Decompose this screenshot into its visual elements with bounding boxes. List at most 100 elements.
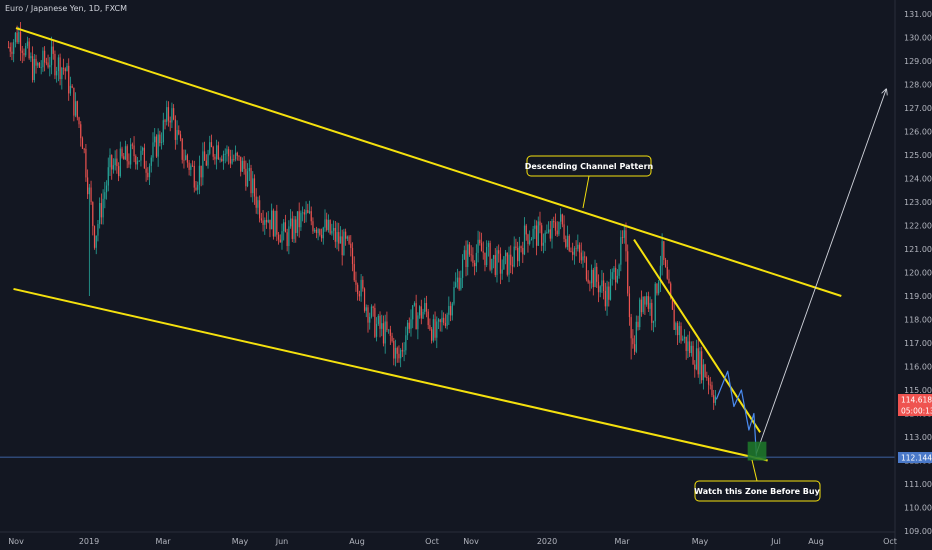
candle-body — [535, 225, 538, 246]
candle-body — [231, 159, 233, 164]
candle-body — [54, 53, 56, 76]
price-axis[interactable]: 109.000110.000111.000112.000113.000114.0… — [904, 10, 932, 536]
candle-body — [336, 232, 338, 242]
time-tick-label: Aug — [808, 537, 824, 546]
candle-body — [21, 50, 23, 53]
trendline[interactable] — [15, 27, 842, 297]
candle-body — [85, 149, 87, 178]
candle-body — [491, 258, 493, 270]
candle-body — [226, 149, 228, 154]
candle-body — [590, 269, 593, 284]
candle-body — [494, 255, 496, 275]
candle-body — [312, 221, 314, 232]
svg-text:05:00:13: 05:00:13 — [901, 407, 932, 416]
buy-zone[interactable] — [747, 441, 767, 461]
candle-body — [253, 178, 256, 197]
candle-body — [370, 306, 373, 317]
candle-body — [436, 321, 438, 338]
candle-body — [568, 235, 570, 251]
candle-body — [57, 57, 59, 72]
candle-body — [699, 351, 701, 375]
candle-body — [589, 282, 591, 284]
candle-body — [143, 147, 145, 169]
price-tick-label: 125.000 — [904, 151, 932, 160]
candle-body — [422, 311, 424, 319]
candle-body — [238, 155, 240, 157]
candle-body — [367, 307, 369, 323]
candle-body — [658, 281, 660, 294]
candle-body — [332, 227, 335, 231]
candle-body — [707, 378, 710, 385]
candle-body — [429, 325, 431, 330]
candle-body — [582, 256, 584, 261]
candle-body — [375, 323, 378, 337]
candle-body — [262, 220, 264, 225]
candle-body — [81, 138, 84, 149]
candle-body — [157, 134, 159, 157]
channel-callout[interactable]: Descending Channel Pattern — [525, 155, 654, 209]
candle-body — [293, 219, 295, 239]
candle-body — [525, 225, 527, 235]
candle-body — [52, 46, 54, 54]
candle-body — [654, 283, 656, 322]
candle-body — [504, 252, 507, 257]
candle-body — [18, 31, 20, 43]
candle-body — [537, 221, 539, 246]
candle-body — [668, 278, 670, 284]
candle-body — [391, 335, 393, 342]
candle-body — [517, 247, 519, 262]
candle-body — [59, 57, 61, 80]
candle-body — [463, 250, 465, 260]
target-arrow[interactable] — [755, 89, 886, 454]
candle-body — [647, 296, 649, 309]
candle-body — [152, 142, 154, 158]
candle-body — [112, 165, 115, 170]
candle-body — [479, 239, 481, 244]
candle-body — [279, 239, 281, 243]
candle-body — [400, 350, 402, 359]
candle-body — [424, 303, 426, 312]
candle-body — [690, 345, 692, 353]
candle-body — [179, 134, 182, 139]
candle-body — [701, 351, 703, 381]
candle-body — [162, 120, 164, 143]
candle-body — [102, 198, 104, 218]
candle-body — [357, 284, 359, 295]
candle-body — [587, 279, 589, 283]
channel-callout-box — [526, 155, 652, 177]
candle-body — [480, 243, 483, 252]
candle-body — [482, 251, 484, 253]
candle-body — [666, 266, 668, 279]
time-axis[interactable]: Nov 2019 Mar May Jun Aug Oct Nov 2020 Mar May Jul Au… — [8, 537, 897, 546]
candle-body — [455, 282, 457, 287]
candle-body — [577, 244, 579, 249]
candle-body — [241, 160, 244, 172]
candle-body — [570, 250, 572, 252]
candle-body — [193, 165, 195, 188]
candles-layer — [7, 21, 717, 410]
candle-body — [685, 336, 687, 352]
candle-body — [439, 319, 441, 323]
candle-body — [670, 283, 672, 298]
trendline[interactable] — [13, 287, 768, 462]
candle-body — [544, 232, 546, 243]
candle-body — [678, 326, 680, 336]
candle-body — [489, 243, 491, 270]
candle-body — [38, 63, 41, 68]
candle-body — [642, 296, 644, 313]
projection-path[interactable] — [715, 370, 757, 456]
price-tick-label: 118.000 — [904, 316, 932, 325]
candle-body — [640, 299, 643, 313]
trendline[interactable] — [633, 239, 761, 433]
candle-body — [228, 149, 230, 157]
price-tick-label: 123.000 — [904, 198, 932, 207]
candle-body — [565, 239, 567, 247]
candle-body — [150, 157, 152, 166]
zone-callout[interactable]: Watch this Zone Before Buy — [694, 459, 821, 502]
candle-body — [37, 63, 39, 66]
candle-body — [190, 165, 192, 170]
candle-body — [547, 229, 550, 233]
candle-body — [448, 306, 450, 315]
candle-body — [486, 246, 488, 266]
